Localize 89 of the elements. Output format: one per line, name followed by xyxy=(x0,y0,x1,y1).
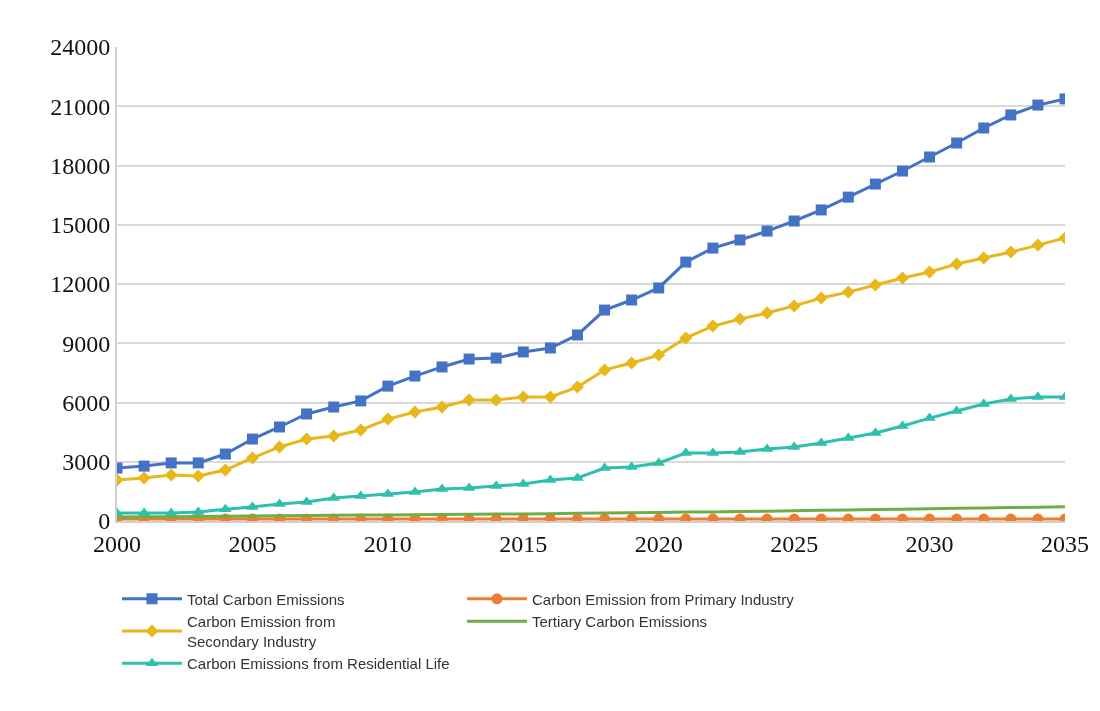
point xyxy=(409,370,421,382)
point xyxy=(137,471,151,485)
point xyxy=(653,282,665,294)
point xyxy=(841,285,855,299)
point xyxy=(382,380,394,392)
point xyxy=(978,122,990,134)
point xyxy=(814,291,828,305)
point xyxy=(1005,109,1017,121)
point xyxy=(245,451,259,465)
point xyxy=(301,408,313,420)
point xyxy=(544,342,556,354)
point xyxy=(355,395,367,407)
point xyxy=(490,352,502,364)
legend-label: Carbon Emission from Secondary Industry xyxy=(187,613,336,650)
y-tick-label: 24000 xyxy=(50,34,111,61)
point xyxy=(896,165,908,177)
x-tick-label: 2035 xyxy=(1041,530,1089,557)
point xyxy=(300,432,314,446)
point xyxy=(977,251,991,265)
point xyxy=(924,151,936,163)
point xyxy=(734,234,746,246)
point xyxy=(815,204,827,216)
point xyxy=(463,353,475,365)
y-tick-label: 6000 xyxy=(62,389,111,416)
point xyxy=(165,457,177,469)
point xyxy=(868,278,882,292)
point xyxy=(1031,238,1045,252)
point xyxy=(192,457,204,469)
point xyxy=(489,393,503,407)
point xyxy=(733,312,747,326)
point xyxy=(842,191,854,203)
point xyxy=(436,361,448,373)
x-tick-label: 2015 xyxy=(499,530,548,557)
point xyxy=(598,363,612,377)
point xyxy=(869,178,881,190)
point xyxy=(274,421,286,433)
point xyxy=(327,429,341,443)
legend-label: Carbon Emission from Primary Industry xyxy=(532,590,795,608)
point xyxy=(570,380,584,394)
point xyxy=(1004,245,1018,259)
y-tick-label: 9000 xyxy=(62,330,111,357)
point xyxy=(543,390,557,404)
x-tick-label: 2030 xyxy=(905,530,954,557)
point xyxy=(951,137,963,149)
y-tick-label: 18000 xyxy=(50,152,111,179)
point xyxy=(571,329,583,341)
y-tick-label: 15000 xyxy=(50,212,111,239)
x-tick-label: 2020 xyxy=(634,530,683,557)
point xyxy=(273,440,287,454)
point xyxy=(408,405,422,419)
y-tick-label: 12000 xyxy=(50,271,111,298)
point xyxy=(923,265,937,279)
point xyxy=(191,469,205,483)
point xyxy=(462,393,476,407)
point xyxy=(787,299,801,313)
point xyxy=(517,346,529,358)
line-series xyxy=(117,505,1065,519)
point xyxy=(950,257,964,271)
x-tick-label: 2025 xyxy=(770,530,819,557)
point xyxy=(652,348,666,362)
point xyxy=(599,304,611,316)
legend-label: Total Carbon Emissions xyxy=(187,590,345,608)
point xyxy=(164,468,178,482)
point xyxy=(516,390,530,404)
y-tick-label: 3000 xyxy=(62,449,111,476)
point xyxy=(707,242,719,254)
y-tick-label: 21000 xyxy=(50,93,111,120)
point xyxy=(761,225,773,237)
point xyxy=(706,319,720,333)
point xyxy=(1032,99,1044,111)
point xyxy=(219,448,231,460)
point xyxy=(381,412,395,426)
point xyxy=(895,271,909,285)
point xyxy=(626,294,638,306)
legend-label: Carbon Emissions from Residential Life xyxy=(187,655,450,673)
point xyxy=(680,256,692,268)
point xyxy=(435,400,449,414)
x-tick-label: 2010 xyxy=(363,530,412,557)
point xyxy=(625,356,639,370)
point xyxy=(246,433,258,445)
x-tick-label: 2005 xyxy=(228,530,277,557)
legend-label: Tertiary Carbon Emissions xyxy=(532,613,708,631)
point xyxy=(218,463,232,477)
point xyxy=(760,306,774,320)
point xyxy=(354,423,368,437)
point xyxy=(138,460,150,472)
point xyxy=(328,401,340,413)
point xyxy=(679,331,693,345)
point xyxy=(788,215,800,227)
